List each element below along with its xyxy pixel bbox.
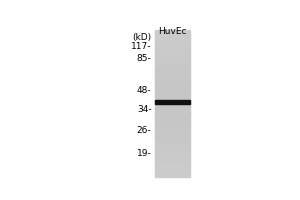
Bar <box>155 134 190 137</box>
Bar <box>155 36 190 38</box>
Bar <box>155 78 190 80</box>
Bar <box>155 160 190 162</box>
Bar <box>155 147 190 149</box>
Bar <box>155 92 190 94</box>
Bar <box>155 100 190 104</box>
Bar <box>155 59 190 62</box>
Bar <box>155 133 190 135</box>
Bar <box>155 140 190 142</box>
Bar <box>155 165 190 168</box>
Bar <box>155 91 190 93</box>
Bar <box>155 101 190 104</box>
Bar <box>155 65 190 67</box>
Bar <box>155 54 190 56</box>
Bar <box>155 123 190 126</box>
Bar <box>155 48 190 51</box>
Bar <box>155 109 190 111</box>
Bar <box>155 100 190 102</box>
Text: 19-: 19- <box>137 149 152 158</box>
Bar <box>155 151 190 153</box>
Bar <box>155 103 190 105</box>
Bar <box>155 98 190 100</box>
Bar <box>155 76 190 78</box>
Bar <box>155 32 190 34</box>
Bar <box>155 63 190 65</box>
Bar <box>155 56 190 58</box>
Bar <box>155 114 190 116</box>
Bar <box>155 105 190 107</box>
Bar <box>155 72 190 74</box>
Bar <box>155 112 190 115</box>
Text: 117-: 117- <box>131 42 152 51</box>
Bar <box>155 144 190 146</box>
Bar <box>155 118 190 120</box>
Bar <box>155 87 190 89</box>
Bar <box>155 138 190 140</box>
Bar <box>155 37 190 40</box>
Text: 26-: 26- <box>137 126 152 135</box>
Bar <box>155 173 190 175</box>
Text: HuvEc: HuvEc <box>158 27 186 36</box>
Bar <box>155 153 190 155</box>
Bar <box>155 136 190 138</box>
Bar <box>155 164 190 166</box>
Bar <box>155 156 190 158</box>
Bar <box>155 111 190 113</box>
Bar <box>155 83 190 85</box>
Bar <box>155 125 190 127</box>
Text: 34-: 34- <box>137 105 152 114</box>
Bar <box>155 142 190 144</box>
Bar <box>155 162 190 164</box>
Text: (kD): (kD) <box>132 33 152 42</box>
Bar <box>155 61 190 63</box>
Bar <box>155 129 190 131</box>
Bar <box>155 116 190 118</box>
Bar <box>155 175 190 177</box>
Bar <box>155 52 190 54</box>
Text: 48-: 48- <box>137 86 152 95</box>
Bar <box>155 69 190 71</box>
Bar <box>155 45 190 47</box>
Bar <box>155 50 190 52</box>
Bar <box>155 158 190 160</box>
Bar <box>155 171 190 173</box>
Bar <box>155 47 190 49</box>
Bar <box>155 145 190 148</box>
Bar <box>155 39 190 41</box>
Bar <box>155 67 190 69</box>
Text: 85-: 85- <box>137 54 152 63</box>
Bar <box>155 169 190 171</box>
Bar <box>155 122 190 124</box>
Bar <box>155 85 190 87</box>
Bar <box>155 127 190 129</box>
Bar <box>155 149 190 151</box>
Bar <box>155 96 190 98</box>
Bar <box>155 107 190 109</box>
Bar <box>155 81 190 84</box>
Bar <box>155 41 190 43</box>
Bar <box>155 80 190 82</box>
Bar <box>155 155 190 157</box>
Bar <box>155 131 190 133</box>
Bar <box>155 34 190 36</box>
Bar <box>155 70 190 73</box>
Bar <box>155 30 190 32</box>
Bar <box>155 94 190 96</box>
Bar <box>155 89 190 91</box>
Bar <box>155 43 190 45</box>
Bar <box>155 120 190 122</box>
Bar <box>155 74 190 76</box>
Bar <box>155 58 190 60</box>
Bar <box>155 167 190 169</box>
